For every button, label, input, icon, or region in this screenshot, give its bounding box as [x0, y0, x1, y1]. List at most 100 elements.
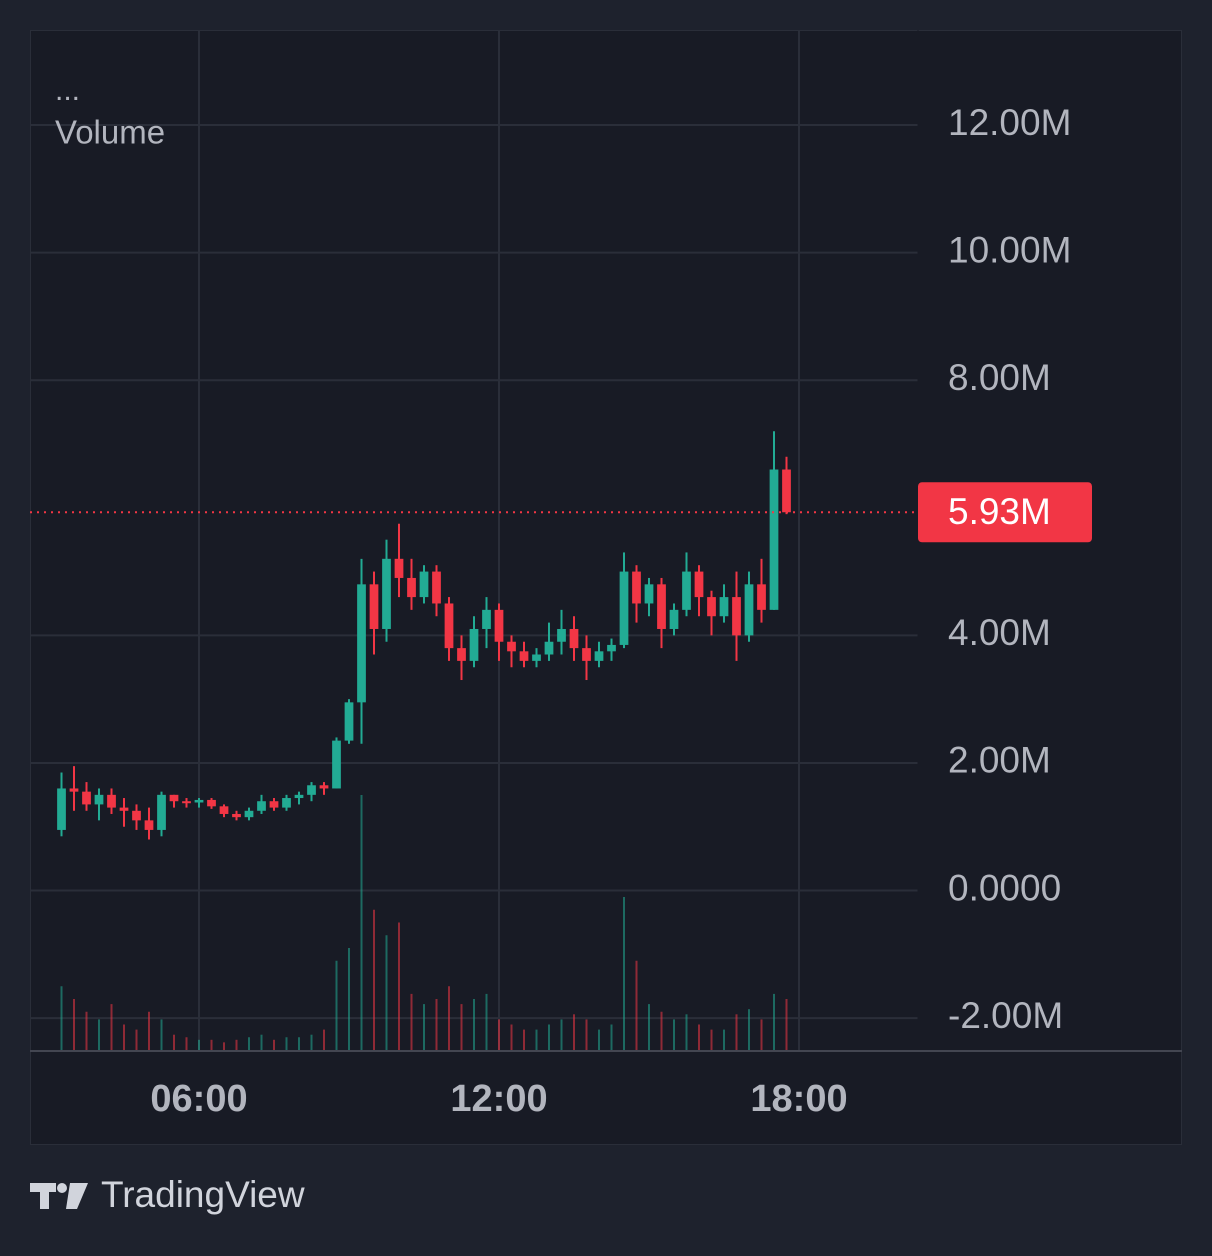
volume-bar: [410, 993, 413, 1050]
volume-bar: [660, 1011, 663, 1050]
volume-bar: [385, 935, 388, 1050]
candle-body: [657, 584, 666, 629]
volume-bar: [485, 993, 488, 1050]
candle-body: [394, 558, 404, 578]
candle-body: [757, 584, 766, 610]
volume-bar: [548, 1024, 550, 1050]
candle-body: [594, 651, 604, 661]
volume-bar: [623, 897, 625, 1050]
candle-body: [269, 801, 279, 808]
volume-bar: [110, 1004, 113, 1050]
candle-body: [444, 603, 454, 649]
volume-bar: [285, 1037, 288, 1050]
candle-body: [219, 806, 229, 814]
volume-bar: [298, 1037, 300, 1050]
candle-body: [519, 651, 529, 661]
candle-body: [569, 628, 579, 649]
volume-bar: [698, 1024, 700, 1050]
volume-bar: [310, 1034, 313, 1050]
y-tick-label: 2.00M: [948, 740, 1051, 781]
x-tick-label: 18:00: [750, 1078, 847, 1120]
volume-bar: [460, 1004, 463, 1050]
brand: TradingView: [101, 1174, 305, 1215]
x-tick-label: 12:00: [450, 1078, 547, 1120]
volume-bar: [523, 1029, 525, 1050]
volume-bar: [585, 1019, 588, 1050]
candle-body: [619, 571, 629, 645]
candle-body: [94, 794, 104, 805]
candle-body: [107, 794, 116, 808]
candle-body: [582, 648, 591, 661]
volume-bar: [573, 1014, 575, 1050]
volume-bar: [448, 986, 450, 1050]
candle-body: [119, 807, 129, 811]
candle-body: [482, 609, 491, 629]
candle-body: [169, 794, 179, 802]
y-tick-label: 10.00M: [948, 229, 1071, 270]
volume-bar: [185, 1037, 188, 1050]
candle-body: [644, 584, 654, 604]
candle-body: [407, 577, 416, 598]
volume-bar: [273, 1039, 275, 1050]
candle-body: [719, 597, 729, 617]
volume-bar: [598, 1029, 600, 1050]
candle-body: [382, 558, 391, 629]
grid: [30, 30, 918, 1050]
volume-bar: [148, 1011, 150, 1050]
candle-body: [332, 740, 341, 789]
volume-bar: [85, 1011, 88, 1050]
y-tick-label: 8.00M: [948, 357, 1051, 398]
candle-body: [744, 584, 754, 636]
candle-body: [694, 571, 704, 598]
volume-bar: [373, 909, 375, 1050]
volume-bar: [610, 1024, 613, 1050]
volume-bar: [435, 999, 438, 1050]
candle-body: [307, 785, 316, 795]
volume-bar: [510, 1024, 513, 1050]
volume-bar: [648, 1004, 650, 1050]
candle-body: [732, 597, 741, 636]
candle-body: [419, 571, 429, 598]
candle-body: [157, 794, 166, 830]
candle-body: [457, 648, 466, 661]
legend-menu[interactable]: ...: [55, 74, 80, 107]
candle-body: [632, 571, 641, 604]
candle-body: [707, 597, 716, 617]
y-tick-label: 12.00M: [948, 102, 1071, 143]
volume-bar: [223, 1042, 225, 1050]
candle-body: [769, 469, 779, 610]
volume-bar: [335, 960, 338, 1050]
volume-bar: [535, 1029, 538, 1050]
volume-bar: [198, 1039, 200, 1050]
candle-body: [244, 810, 254, 818]
candle-body: [57, 788, 66, 830]
volume-bar: [723, 1029, 725, 1050]
candle-body: [257, 801, 266, 811]
volume-bar: [160, 1019, 163, 1050]
volume-bar: [423, 1004, 425, 1050]
y-tick-label: -2.00M: [948, 995, 1063, 1036]
candle-body: [207, 799, 216, 807]
volume-bar: [348, 948, 350, 1050]
candle-body: [144, 820, 154, 830]
candle-body: [232, 813, 241, 818]
marks: [30, 431, 918, 1050]
legend-study: Volume: [55, 114, 165, 151]
volume-bar: [123, 1024, 125, 1050]
candle-body: [357, 584, 366, 703]
candle-body: [294, 794, 304, 799]
candle-body: [69, 788, 79, 792]
tradingview-logo: [30, 1183, 88, 1209]
volume-bar: [360, 795, 363, 1050]
chart-panel: [30, 30, 1182, 1145]
volume-bar: [635, 960, 638, 1050]
x-tick-label: 06:00: [150, 1078, 247, 1120]
volume-bar: [785, 999, 788, 1050]
y-tick-label: 4.00M: [948, 612, 1051, 653]
volume-bar: [173, 1034, 175, 1050]
last-price-badge: [918, 482, 1092, 543]
volume-bar: [98, 1019, 100, 1050]
volume-bar: [248, 1037, 250, 1050]
